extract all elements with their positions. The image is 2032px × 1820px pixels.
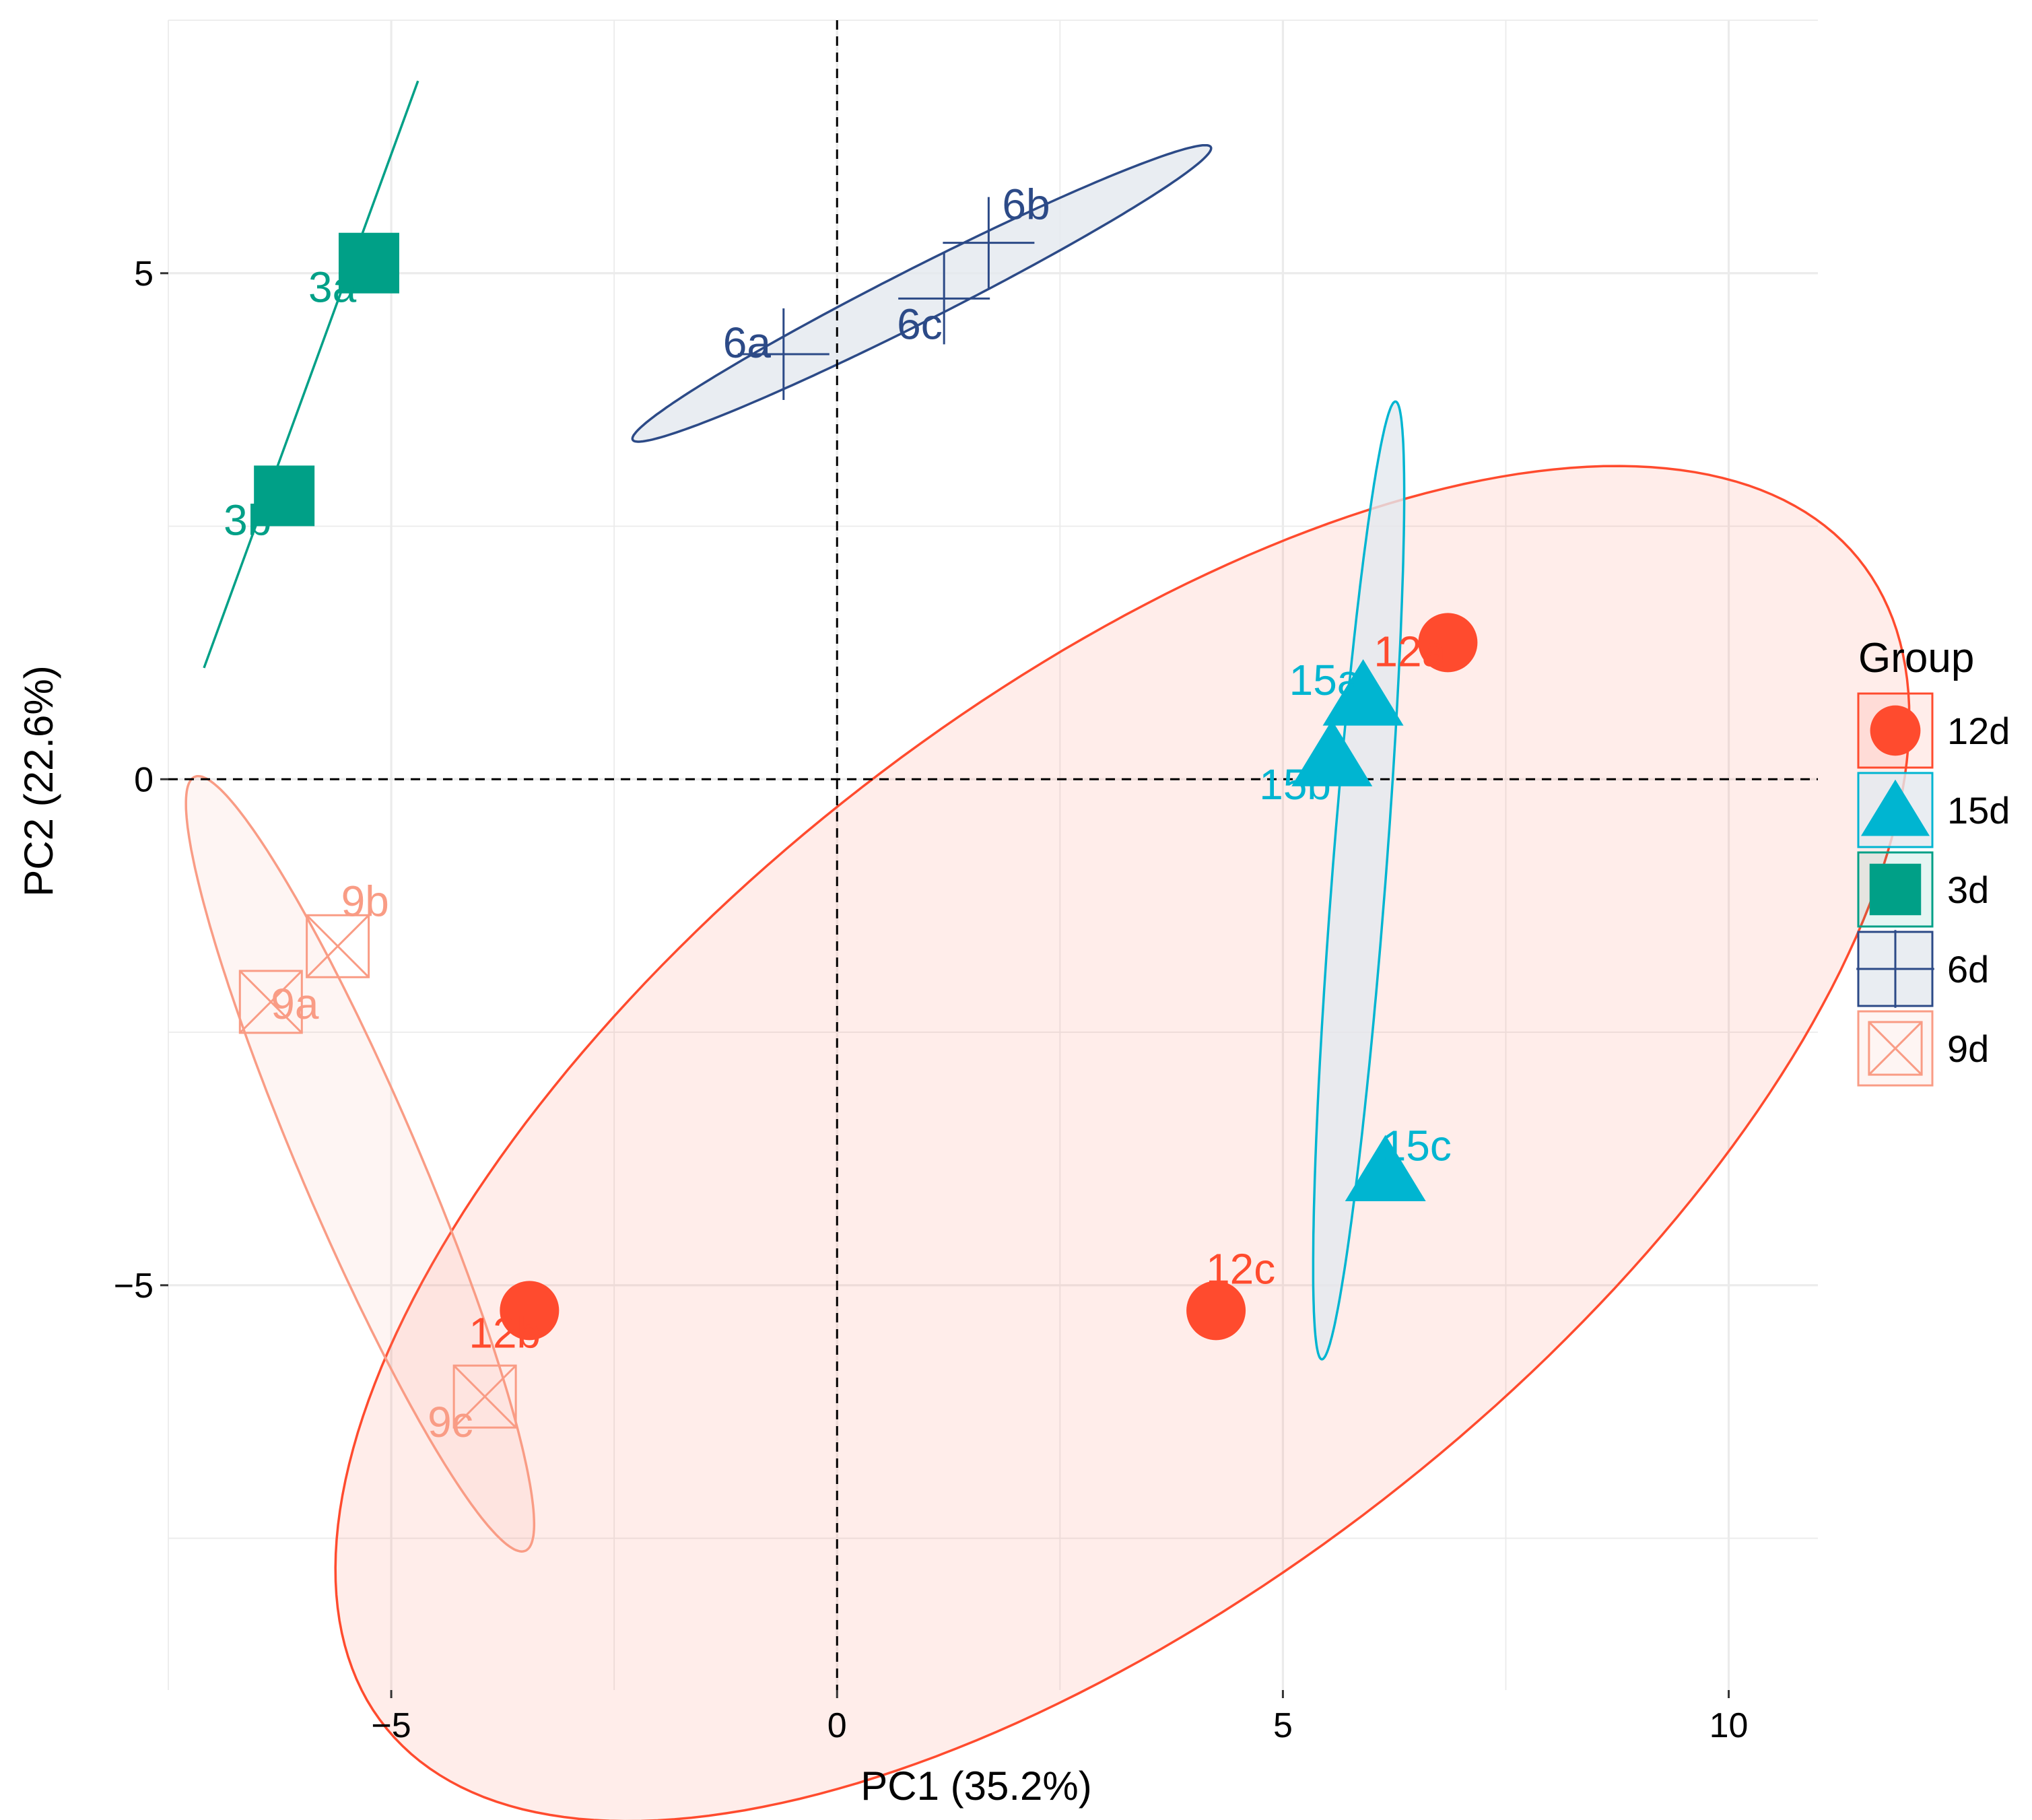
point-label-15b: 15b	[1259, 760, 1331, 809]
point-9a-box	[238, 970, 303, 1034]
point-9b	[306, 914, 370, 978]
point-label-15a: 15a	[1289, 656, 1361, 704]
point-label-15c: 15c	[1382, 1121, 1452, 1170]
point-15b	[1291, 720, 1373, 786]
point-9c-d2	[453, 1365, 517, 1429]
point-labels: 12a 12b 12c 15a 15b 15c 3a 3b 6a 6b 6c 9a 9b 9c	[224, 180, 1452, 1446]
legend-item-9d: 9d	[1857, 1010, 1989, 1087]
legend-marker-3d	[1869, 863, 1922, 916]
reference-lines	[168, 20, 1818, 1690]
point-6b	[943, 197, 1035, 289]
y-tick-label: 0	[134, 760, 154, 799]
y-tick-label: 5	[134, 255, 154, 294]
y-axis-title: PC2 (22.6%)	[16, 665, 61, 896]
legend-label-12d: 12d	[1947, 710, 2010, 752]
ellipse-12d	[334, 465, 1911, 1820]
point-label-9c: 9c	[428, 1398, 473, 1446]
point-12a	[1418, 613, 1478, 673]
legend-marker-12d	[1870, 705, 1921, 756]
legend-title: Group	[1858, 635, 1974, 681]
point-15a	[1322, 659, 1404, 726]
legend-item-6d: 6d	[1856, 930, 1989, 1008]
legend-item-12d: 12d	[1857, 692, 2010, 769]
point-6a	[737, 308, 829, 400]
point-label-12c: 12c	[1206, 1244, 1275, 1293]
y-tick-label: −5	[114, 1267, 154, 1306]
ellipse-15d	[1312, 400, 1406, 1361]
legend-marker-9d-box	[1868, 1021, 1923, 1076]
point-label-3b: 3b	[224, 496, 271, 544]
point-label-6b: 6b	[1002, 180, 1050, 229]
point-label-12a: 12a	[1374, 627, 1446, 675]
legend: Group 12d 15d 3d 6d 9d	[1856, 635, 2010, 1087]
ellipse-6d	[631, 143, 1213, 443]
x-tick-label: 10	[1709, 1706, 1749, 1745]
point-label-6c: 6c	[897, 300, 943, 348]
legend-label-9d: 9d	[1947, 1027, 1989, 1070]
x-tick-label: −5	[371, 1706, 411, 1745]
point-label-9a: 9a	[271, 980, 319, 1028]
x-axis-title: PC1 (35.2%)	[860, 1763, 1091, 1809]
point-9c-box	[452, 1364, 517, 1429]
legend-marker-9d	[1868, 1021, 1923, 1076]
point-3a	[338, 232, 399, 294]
point-6c	[898, 252, 990, 345]
point-9a-d2	[239, 970, 303, 1034]
point-3b	[254, 465, 315, 527]
point-label-9b: 9b	[341, 877, 389, 925]
legend-marker-15d	[1861, 779, 1930, 836]
legend-marker-9d-d2	[1868, 1021, 1923, 1076]
point-9a	[238, 970, 303, 1034]
point-9b-d2	[306, 914, 370, 978]
point-12c	[1186, 1281, 1246, 1341]
point-9c	[452, 1364, 517, 1429]
point-label-6a: 6a	[723, 318, 772, 367]
point-12b	[500, 1281, 560, 1341]
legend-item-15d: 15d	[1857, 772, 2010, 848]
point-9b-box	[306, 914, 370, 978]
data-points	[238, 197, 1478, 1429]
legend-label-3d: 3d	[1947, 869, 1989, 911]
segment-3d	[203, 80, 419, 669]
axes: −5 0 5 10 −5 0 5	[114, 255, 1749, 1745]
point-label-12b: 12b	[469, 1308, 541, 1357]
point-15c	[1345, 1135, 1426, 1202]
legend-item-3d: 3d	[1857, 851, 1989, 928]
legend-marker-6d	[1856, 930, 1934, 1008]
x-tick-label: 0	[827, 1706, 847, 1745]
point-label-3a: 3a	[308, 263, 357, 312]
legend-label-6d: 6d	[1947, 948, 1989, 990]
x-tick-label: 5	[1273, 1706, 1293, 1745]
legend-label-15d: 15d	[1947, 789, 2010, 832]
